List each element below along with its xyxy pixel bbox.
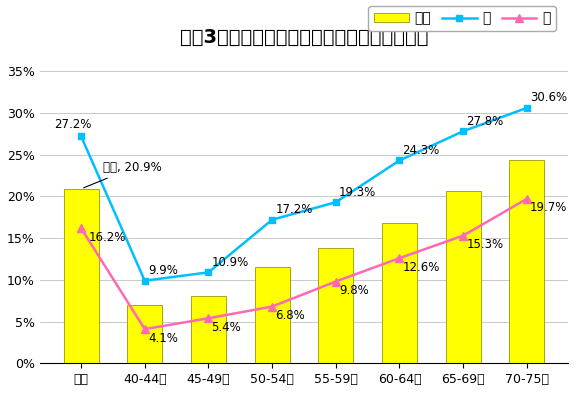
- Text: 5.4%: 5.4%: [212, 321, 241, 334]
- Text: 27.8%: 27.8%: [466, 115, 503, 128]
- Text: 全体, 20.9%: 全体, 20.9%: [84, 162, 162, 188]
- Text: 24.3%: 24.3%: [403, 144, 440, 157]
- Bar: [445, 191, 481, 364]
- Text: 17.2%: 17.2%: [276, 203, 313, 216]
- Text: 9.9%: 9.9%: [148, 264, 178, 277]
- Bar: [318, 248, 353, 364]
- Bar: [255, 267, 289, 364]
- Text: 10.9%: 10.9%: [212, 256, 249, 269]
- Bar: [509, 160, 544, 364]
- Title: 令和3年度　性別年代別　血糖有所見者の割合: 令和3年度 性別年代別 血糖有所見者の割合: [180, 28, 428, 48]
- Text: 27.2%: 27.2%: [55, 118, 92, 131]
- Text: 19.3%: 19.3%: [339, 185, 376, 198]
- Legend: 全体, 男, 女: 全体, 男, 女: [368, 6, 556, 31]
- Text: 4.1%: 4.1%: [148, 332, 178, 345]
- Text: 16.2%: 16.2%: [89, 231, 126, 244]
- Bar: [382, 223, 417, 364]
- Text: 30.6%: 30.6%: [530, 91, 567, 104]
- Bar: [191, 296, 226, 364]
- Bar: [127, 305, 162, 364]
- Text: 6.8%: 6.8%: [276, 309, 305, 322]
- Text: 19.7%: 19.7%: [530, 201, 567, 215]
- Bar: [64, 189, 99, 364]
- Text: 15.3%: 15.3%: [466, 238, 503, 251]
- Text: 9.8%: 9.8%: [339, 284, 369, 297]
- Text: 12.6%: 12.6%: [403, 261, 440, 274]
